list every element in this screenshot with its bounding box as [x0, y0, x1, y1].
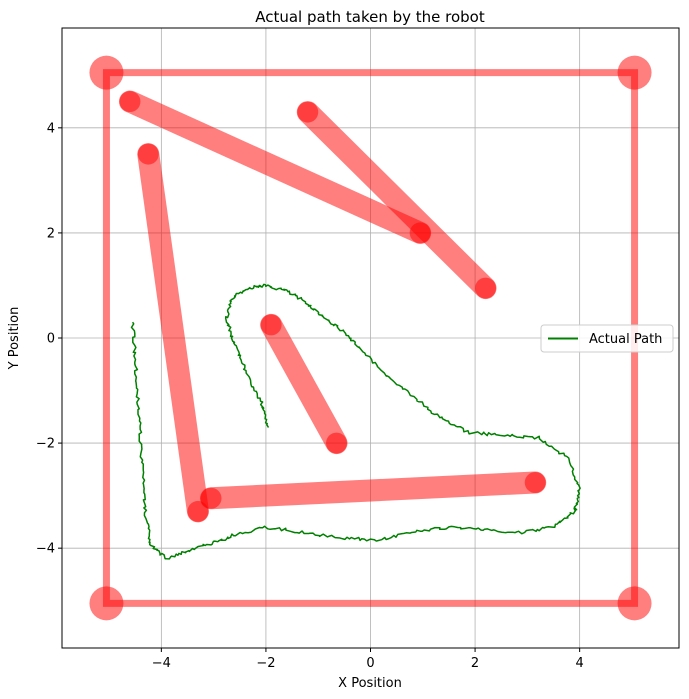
- boundary-corner-marker: [89, 586, 124, 621]
- legend-label-actual-path: Actual Path: [589, 332, 662, 347]
- x-tick-label: 2: [471, 656, 479, 671]
- obstacle-endpoint: [137, 143, 159, 165]
- legend: Actual Path: [540, 324, 674, 353]
- obstacle-endpoint: [187, 500, 209, 522]
- chart-title: Actual path taken by the robot: [255, 8, 485, 26]
- obstacle-endpoint: [326, 432, 348, 454]
- obstacles: [89, 55, 652, 621]
- x-tick-label: −2: [256, 656, 275, 671]
- legend-box: [540, 324, 674, 353]
- x-tick-label: 0: [366, 656, 374, 671]
- x-tick-label: −4: [152, 656, 171, 671]
- x-tick-label: 4: [576, 656, 584, 671]
- obstacle-endpoint: [524, 471, 546, 493]
- obstacle-segment: [200, 471, 547, 510]
- obstacle-endpoint: [297, 101, 319, 123]
- obstacle-endpoint: [119, 91, 141, 113]
- boundary-corner-marker: [617, 55, 652, 90]
- y-tick-label: 0: [47, 332, 55, 347]
- boundary-corner-marker: [617, 586, 652, 621]
- actual-path-line: [130, 283, 581, 560]
- path-layer: [130, 283, 581, 560]
- ticks: −4 −2 0 2 4 −4 −2 0 2 4: [36, 121, 584, 671]
- obstacle-segment: [260, 313, 348, 455]
- y-tick-label: −4: [36, 542, 55, 557]
- y-axis-title: Y Position: [7, 307, 22, 371]
- obstacle-segment: [137, 143, 209, 523]
- y-tick-label: 4: [47, 121, 55, 136]
- boundary-corner-marker: [89, 55, 124, 90]
- obstacle-segment: [296, 101, 497, 300]
- obstacle-endpoint: [200, 487, 222, 509]
- y-tick-label: 2: [47, 226, 55, 241]
- y-tick-label: −2: [36, 437, 55, 452]
- obstacle-segment: [118, 90, 432, 244]
- obstacle-endpoint: [260, 314, 282, 336]
- x-axis-title: X Position: [338, 676, 402, 691]
- obstacle-endpoint: [475, 277, 497, 299]
